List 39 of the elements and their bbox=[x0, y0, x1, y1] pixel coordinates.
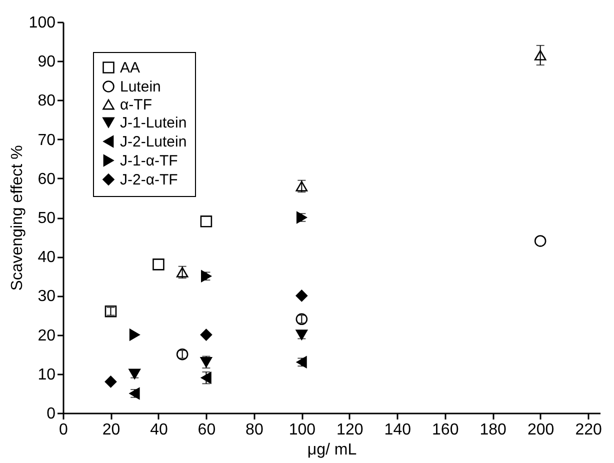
y-tick-label: 90 bbox=[38, 54, 56, 71]
x-tick-label: 160 bbox=[432, 422, 459, 438]
point bbox=[296, 290, 308, 302]
x-tick-label: 120 bbox=[336, 422, 364, 438]
x-tick-label: 180 bbox=[480, 422, 507, 438]
point bbox=[129, 328, 140, 341]
point bbox=[152, 258, 164, 270]
y-tick-label: 0 bbox=[46, 406, 56, 422]
legend-label: Lutein bbox=[120, 78, 161, 96]
legend-label: J-1-α-TF bbox=[120, 152, 178, 170]
point bbox=[534, 235, 546, 247]
x-tick-label: 220 bbox=[575, 422, 602, 438]
y-axis-title: Scavenging effect % bbox=[8, 145, 26, 291]
y-tick-label: 80 bbox=[38, 92, 56, 110]
legend-label: J-2-α-TF bbox=[120, 172, 178, 188]
y-tick-label: 100 bbox=[28, 14, 56, 32]
y-tick-label: 40 bbox=[38, 249, 56, 266]
legend-label: AA bbox=[120, 60, 140, 76]
x-tick-label: 40 bbox=[150, 422, 168, 438]
y-tick-label: 30 bbox=[38, 288, 56, 306]
x-tick-label: 60 bbox=[198, 422, 216, 438]
y-tick-label: 60 bbox=[38, 170, 56, 188]
x-axis-title: μg/ mL bbox=[307, 442, 357, 458]
y-tick-label: 10 bbox=[38, 366, 56, 384]
y-tick-label: 20 bbox=[38, 327, 56, 344]
x-tick-label: 20 bbox=[102, 422, 120, 438]
legend-label: α-TF bbox=[120, 96, 152, 114]
point bbox=[104, 376, 117, 388]
point bbox=[200, 216, 212, 228]
x-tick-label: 80 bbox=[246, 422, 264, 438]
y-tick-label: 70 bbox=[38, 132, 56, 149]
y-tick-label: 50 bbox=[38, 210, 56, 227]
point bbox=[200, 328, 212, 341]
x-tick-label: 0 bbox=[59, 422, 68, 438]
x-tick-label: 140 bbox=[384, 422, 412, 438]
x-tick-label: 200 bbox=[527, 422, 554, 438]
legend-label: J-2-Lutein bbox=[120, 134, 187, 150]
legend-label: J-1-Lutein bbox=[120, 114, 187, 132]
x-tick-label: 100 bbox=[288, 422, 316, 438]
